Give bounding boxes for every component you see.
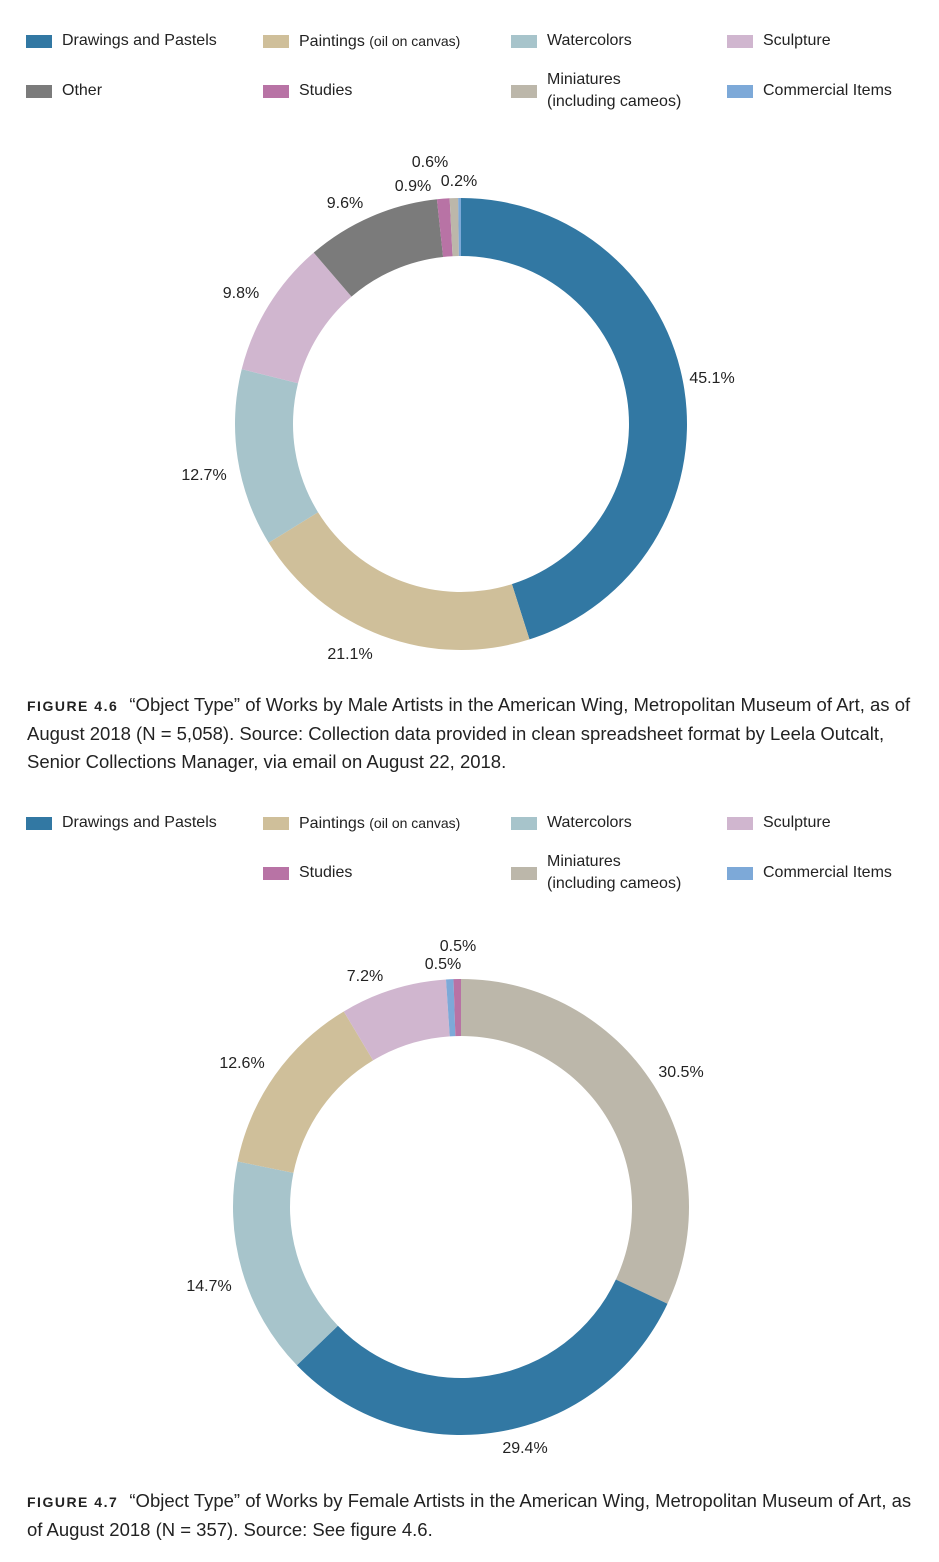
legend-item-miniatures: Miniatures (including cameos) xyxy=(511,851,727,895)
legend-label: Studies xyxy=(299,82,353,99)
donut-slice-studies xyxy=(436,198,453,257)
legend-swatch xyxy=(727,84,753,98)
figure-number: FIGURE 4.7 xyxy=(27,1494,119,1510)
legend-swatch xyxy=(263,816,289,830)
donut-slice-watercolors xyxy=(233,1161,338,1366)
caption-figure-4-7: FIGURE 4.7 “Object Type” of Works by Fem… xyxy=(27,1487,912,1544)
legend-label: Watercolors xyxy=(547,814,632,831)
legend-swatch xyxy=(727,816,753,830)
legend-label: Miniatures (including cameos) xyxy=(547,853,682,892)
data-label: 12.6% xyxy=(219,1055,264,1072)
legend-label: Other xyxy=(62,82,103,99)
legend-label: Drawings and Pastels xyxy=(62,32,217,49)
caption-text: “Object Type” of Works by Female Artists… xyxy=(27,1490,912,1540)
donut-slice-studies xyxy=(453,979,461,1037)
data-label: 12.7% xyxy=(181,467,226,484)
donut-slice-miniatures-including-cameos xyxy=(449,198,459,257)
legend-label: Commercial Items xyxy=(763,82,892,99)
data-label: 45.1% xyxy=(689,370,734,387)
legend-swatch xyxy=(263,84,289,98)
data-label: 29.4% xyxy=(502,1440,547,1457)
donut-slice-commercial-items xyxy=(458,198,461,257)
donut-slice-other xyxy=(313,199,444,297)
caption-figure-4-6: FIGURE 4.6 “Object Type” of Works by Mal… xyxy=(27,691,912,776)
legend-label: Miniatures (including cameos) xyxy=(547,71,682,110)
donut-slice-sculpture xyxy=(241,252,352,384)
legend-swatch xyxy=(727,34,753,48)
legend-swatch xyxy=(263,34,289,48)
legend-item-other: Other xyxy=(26,69,263,113)
donut-slice-paintings-oil-on-canvas xyxy=(237,1011,374,1173)
legend-figure-4-6: Drawings and Pastels Paintings (oil on ca… xyxy=(26,27,926,113)
legend-label: Sculpture xyxy=(763,32,831,49)
legend-swatch xyxy=(511,34,537,48)
legend-item-miniatures: Miniatures (including cameos) xyxy=(511,69,727,113)
legend-item-commercial: Commercial Items xyxy=(727,69,926,113)
legend-label: Paintings (oil on canvas) xyxy=(299,32,461,50)
legend-item-sculpture: Sculpture xyxy=(727,27,926,55)
legend-label: Drawings and Pastels xyxy=(62,814,217,831)
donut-slice-miniatures-including-cameos xyxy=(461,979,690,1304)
caption-text: “Object Type” of Works by Male Artists i… xyxy=(27,694,911,772)
legend-item-studies: Studies xyxy=(263,69,511,113)
donut-slice-paintings-oil-on-canvas xyxy=(268,512,530,650)
donut-slice-drawings-and-pastels xyxy=(461,198,687,640)
legend-item-paintings: Paintings (oil on canvas) xyxy=(263,27,511,55)
legend-swatch xyxy=(26,84,52,98)
data-label: 7.2% xyxy=(347,968,383,985)
donut-chart-figure-4-6: 45.1% 21.1% 12.7% 9.8% 9.6% 0.9% 0.6% 0.2% xyxy=(181,154,734,663)
legend-item-drawings: Drawings and Pastels xyxy=(26,27,263,55)
legend-spacer xyxy=(26,851,263,895)
legend-label: Commercial Items xyxy=(763,864,892,881)
data-label: 30.5% xyxy=(658,1064,703,1081)
data-label: 0.9% xyxy=(395,178,431,195)
legend-note: (oil on canvas) xyxy=(369,32,461,49)
legend-note: (oil on canvas) xyxy=(369,814,461,831)
legend-label: Paintings (oil on canvas) xyxy=(299,814,461,832)
legend-figure-4-7: Drawings and Pastels Paintings (oil on ca… xyxy=(26,809,926,895)
legend-swatch xyxy=(727,866,753,880)
donut-slice-commercial-items xyxy=(445,979,456,1037)
data-label: 0.5% xyxy=(440,938,476,955)
donut-chart-figure-4-7: 30.5% 29.4% 14.7% 12.6% 7.2% 0.5%0.5% xyxy=(186,938,703,1457)
legend-swatch xyxy=(511,816,537,830)
donut-slice-drawings-and-pastels xyxy=(296,1279,668,1435)
donut-slice-watercolors xyxy=(235,369,319,543)
legend-swatch xyxy=(26,34,52,48)
legend-item-paintings: Paintings (oil on canvas) xyxy=(263,809,511,837)
legend-label: Sculpture xyxy=(763,814,831,831)
legend-label: Watercolors xyxy=(547,32,632,49)
legend-item-studies: Studies xyxy=(263,851,511,895)
data-label: 9.8% xyxy=(223,285,259,302)
figure-number: FIGURE 4.6 xyxy=(27,698,119,714)
data-label: 14.7% xyxy=(186,1278,231,1295)
legend-item-commercial: Commercial Items xyxy=(727,851,926,895)
legend-item-sculpture: Sculpture xyxy=(727,809,926,837)
data-label: 9.6% xyxy=(327,195,363,212)
data-label: 0.5% xyxy=(425,956,461,973)
legend-swatch xyxy=(26,816,52,830)
legend-item-watercolors: Watercolors xyxy=(511,27,727,55)
legend-label: Studies xyxy=(299,864,353,881)
legend-item-watercolors: Watercolors xyxy=(511,809,727,837)
data-label: 0.2% xyxy=(441,173,477,190)
data-label: 21.1% xyxy=(327,646,372,663)
donut-slice-sculpture xyxy=(343,979,450,1061)
legend-swatch xyxy=(511,866,537,880)
legend-swatch xyxy=(263,866,289,880)
data-label: 0.6% xyxy=(412,154,448,171)
legend-swatch xyxy=(511,84,537,98)
legend-item-drawings: Drawings and Pastels xyxy=(26,809,263,837)
